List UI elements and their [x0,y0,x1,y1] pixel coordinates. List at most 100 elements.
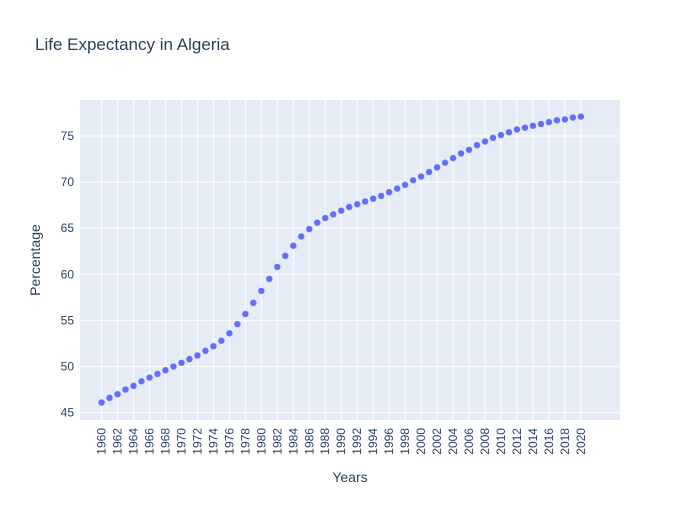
x-tick-label: 1980 [254,428,268,455]
x-tick-label: 2006 [462,428,476,455]
data-point [322,214,329,222]
data-point [250,299,257,307]
y-tick-label: 45 [61,406,75,420]
data-point [465,146,473,153]
x-tick-label: 2000 [414,428,428,455]
y-tick-label: 60 [61,267,75,281]
y-tick-label: 50 [61,360,75,374]
chart-title: Life Expectancy in Algeria [35,35,230,54]
data-point [282,252,289,260]
data-point [577,113,585,120]
x-tick-label: 1968 [158,428,172,455]
data-point [114,390,121,398]
data-point [242,310,249,318]
data-point [162,367,169,374]
x-tick-label: 2004 [446,428,460,455]
data-point [569,114,577,121]
data-point [98,399,105,406]
x-tick-label: 1998 [398,428,412,455]
x-tick-label: 2010 [494,428,508,455]
data-point [449,154,457,162]
x-tick-label: 2018 [558,428,572,455]
data-point [122,386,129,393]
data-point [369,195,377,202]
data-point [330,211,337,218]
data-point [106,394,113,402]
x-tick-label: 1960 [95,428,109,455]
data-point [529,122,537,130]
x-tick-label: 1978 [238,428,252,455]
x-tick-label: 1976 [222,428,236,455]
data-point [481,138,489,145]
data-point [553,117,561,124]
data-point [425,168,433,176]
x-tick-label: 2002 [430,428,444,455]
x-tick-label: 1988 [318,428,332,455]
x-tick-label: 2008 [478,428,492,455]
data-point [178,359,185,367]
data-point [258,287,265,295]
data-point [138,378,145,385]
data-point [537,120,545,128]
x-tick-label: 1984 [286,428,300,455]
data-point [513,126,521,133]
x-tick-label: 1986 [302,428,316,455]
data-point [202,347,209,355]
data-point [266,275,273,283]
x-tick-label: 2012 [510,428,524,455]
data-point [409,177,417,184]
y-axis-title: Percentage [27,224,43,296]
data-point [497,131,505,139]
data-point [457,150,465,157]
x-tick-label: 1994 [366,428,380,455]
data-point [234,320,241,328]
data-point [314,219,321,226]
x-tick-label: 1996 [382,428,396,455]
data-point [473,141,481,149]
data-point [226,330,233,337]
data-point [489,134,497,142]
x-tick-label: 1962 [111,428,125,455]
x-tick-label: 1972 [190,428,204,455]
data-point [433,164,441,171]
data-point [298,233,305,240]
y-tick-label: 65 [61,221,75,235]
data-point [218,337,225,344]
data-point [353,201,361,208]
x-tick-label: 2014 [526,428,540,455]
data-point [194,352,201,359]
data-point [561,116,569,123]
data-point [290,242,297,249]
data-point [441,159,449,166]
data-point [170,363,177,370]
x-tick-label: 1982 [270,428,284,455]
data-point [130,382,137,390]
data-point [210,343,217,350]
x-tick-label: 1966 [142,428,156,455]
data-point [393,185,401,192]
data-point [186,355,193,363]
x-tick-label: 1970 [174,428,188,455]
data-point [338,207,345,214]
x-tick-label: 1990 [334,428,348,455]
data-point [154,370,161,378]
data-point [274,263,281,271]
data-point [346,203,353,211]
data-point [306,225,313,233]
data-point [361,198,369,205]
data-point [417,173,425,180]
data-point [377,192,385,200]
data-point [401,181,409,189]
x-tick-label: 1992 [350,428,364,455]
data-point [521,124,529,131]
x-tick-label: 1974 [206,428,220,455]
data-point [385,189,393,196]
x-tick-label: 2016 [542,428,556,455]
y-tick-label: 70 [61,175,75,189]
x-axis-title: Years [332,469,367,485]
x-tick-label: 1964 [127,428,141,455]
data-point [505,129,513,136]
